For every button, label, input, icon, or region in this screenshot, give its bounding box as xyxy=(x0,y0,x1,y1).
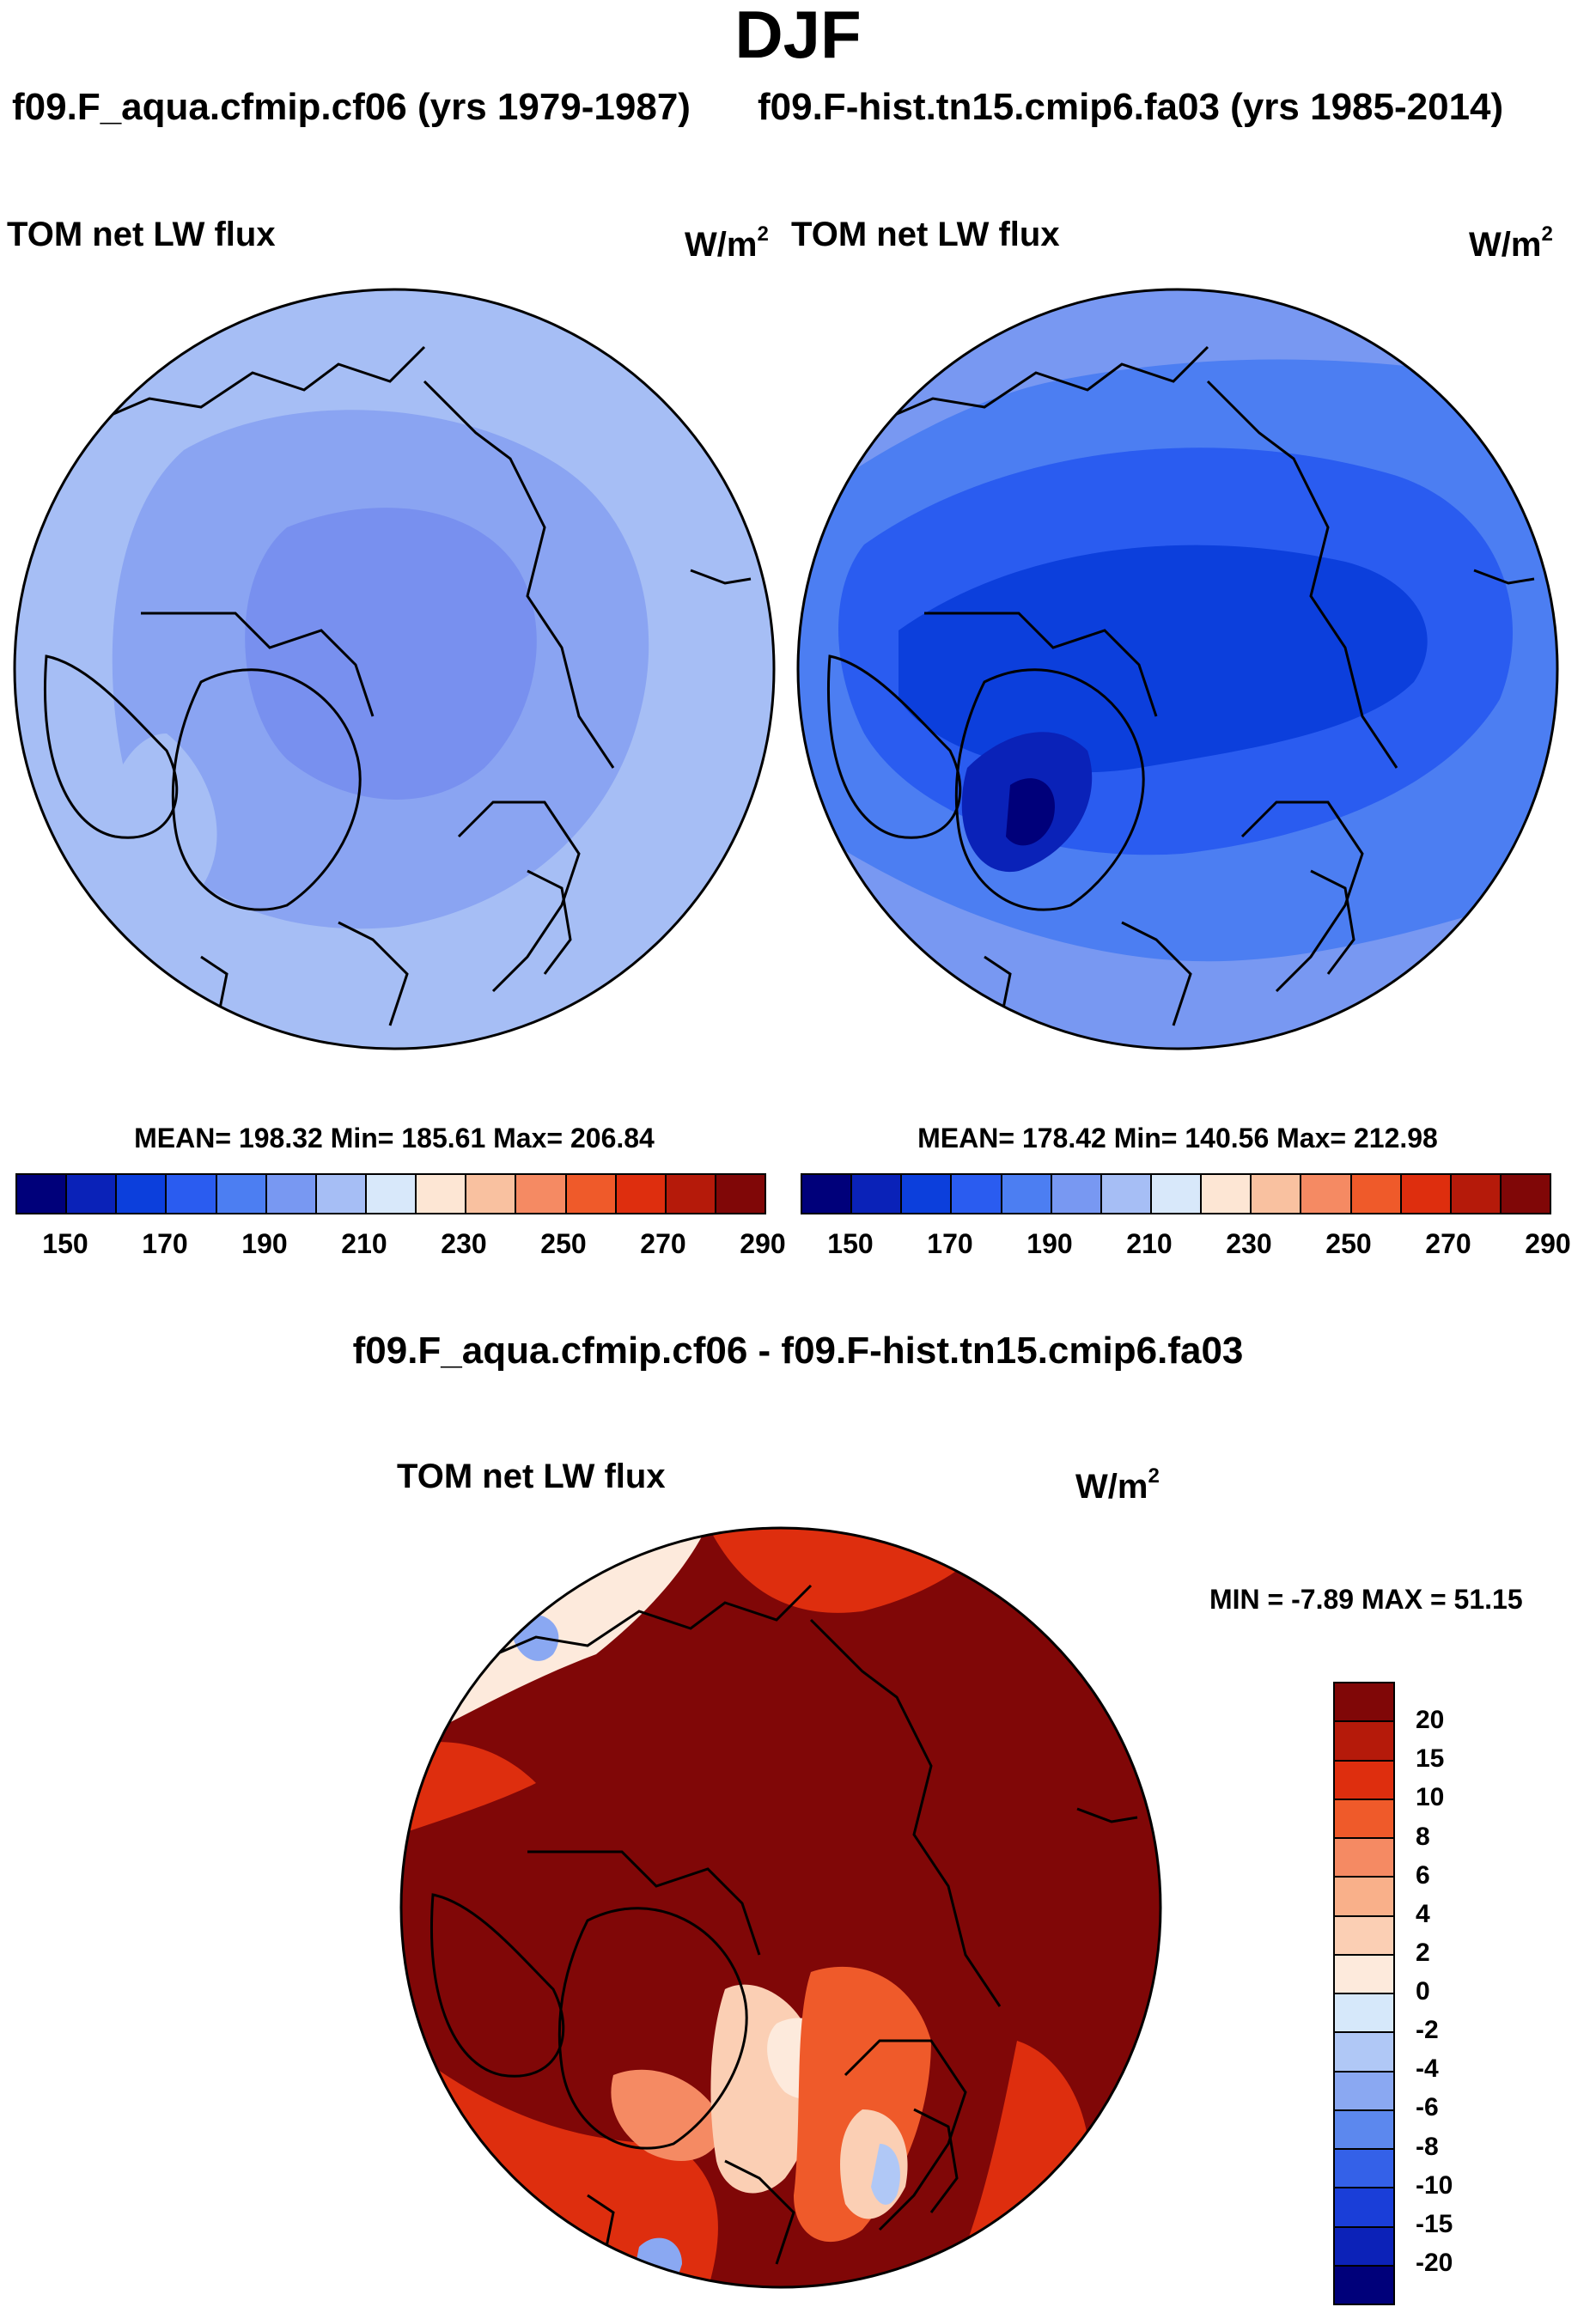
variable-label-diff: TOM net LW flux xyxy=(397,1458,666,1495)
colorbar-difference-tick-label: 15 xyxy=(1416,1744,1445,1774)
colorbar-right-tick-label: 250 xyxy=(1325,1228,1372,1259)
case-title-right: f09.F-hist.tn15.cmip6.fa03 (yrs 1985-201… xyxy=(758,86,1504,128)
polar-map-case1 xyxy=(13,288,776,1050)
colorbar-difference-tick-label: 8 xyxy=(1416,1822,1430,1851)
colorbar-difference-swatch-15 xyxy=(1335,2266,1393,2304)
colorbar-right-swatch-5 xyxy=(1051,1175,1102,1213)
colorbar-right-swatch-3 xyxy=(952,1175,1002,1213)
colorbar-right-swatch-6 xyxy=(1101,1175,1152,1213)
colorbar-difference-swatch-4 xyxy=(1335,1839,1393,1878)
colorbar-right-tick-label: 150 xyxy=(827,1228,874,1259)
colorbar-difference-swatch-10 xyxy=(1335,2072,1393,2111)
colorbar-left-swatch-7 xyxy=(366,1175,417,1213)
colorbar-difference-swatch-9 xyxy=(1335,2033,1393,2073)
colorbar-difference-swatch-7 xyxy=(1335,1955,1393,1994)
colorbar-difference-tick-label: 20 xyxy=(1416,1706,1445,1735)
colorbar-difference-tick-label: -2 xyxy=(1416,2016,1439,2045)
colorbar-difference-tick-label: 0 xyxy=(1416,1977,1430,2006)
colorbar-difference-tick-label: 6 xyxy=(1416,1860,1430,1890)
colorbar-right-swatch-14 xyxy=(1501,1175,1550,1213)
colorbar-right-swatch-8 xyxy=(1202,1175,1252,1213)
case-title-left: f09.F_aqua.cfmip.cf06 (yrs 1979-1987) xyxy=(12,86,691,128)
colorbar-difference-swatch-14 xyxy=(1335,2227,1393,2267)
colorbar-right-tick-label: 230 xyxy=(1226,1228,1272,1259)
colorbar-difference-swatch-0 xyxy=(1335,1683,1393,1723)
colorbar-left-swatch-1 xyxy=(67,1175,118,1213)
colorbar-right xyxy=(801,1173,1551,1214)
stats-left: MEAN= 198.32 Min= 185.61 Max= 206.84 xyxy=(134,1123,655,1153)
colorbar-left-swatch-0 xyxy=(17,1175,68,1213)
colorbar-left-swatch-9 xyxy=(466,1175,517,1213)
colorbar-left-swatch-12 xyxy=(616,1175,667,1213)
variable-label-left: TOM net LW flux xyxy=(7,216,276,253)
colorbar-right-swatch-10 xyxy=(1301,1175,1352,1213)
colorbar-difference-swatch-12 xyxy=(1335,2150,1393,2189)
colorbar-difference-tick-label: -4 xyxy=(1416,2054,1439,2084)
colorbar-difference-swatch-3 xyxy=(1335,1799,1393,1839)
colorbar-difference-swatch-6 xyxy=(1335,1916,1393,1956)
colorbar-right-swatch-4 xyxy=(1002,1175,1052,1213)
colorbar-right-swatch-0 xyxy=(802,1175,853,1213)
colorbar-left-swatch-13 xyxy=(666,1175,716,1213)
units-label-right: W/m2 xyxy=(1469,222,1553,264)
diff-title: f09.F_aqua.cfmip.cf06 - f09.F-hist.tn15.… xyxy=(352,1330,1244,1372)
colorbar-right-tick-label: 190 xyxy=(1026,1228,1073,1259)
polar-map-difference xyxy=(399,1526,1162,2289)
colorbar-difference-tick-label: -15 xyxy=(1416,2209,1453,2238)
colorbar-left-tick-label: 150 xyxy=(42,1228,88,1259)
colorbar-left-swatch-6 xyxy=(316,1175,367,1213)
colorbar-difference-tick-label: -6 xyxy=(1416,2093,1439,2122)
colorbar-difference-swatch-11 xyxy=(1335,2110,1393,2150)
colorbar-difference-swatch-5 xyxy=(1335,1878,1393,1917)
colorbar-left xyxy=(15,1173,766,1214)
units-label-diff: W/m2 xyxy=(1075,1464,1160,1506)
colorbar-right-swatch-9 xyxy=(1252,1175,1302,1213)
units-label-left: W/m2 xyxy=(685,222,769,264)
colorbar-left-tick-label: 230 xyxy=(441,1228,487,1259)
colorbar-left-tick-label: 170 xyxy=(142,1228,188,1259)
colorbar-left-swatch-5 xyxy=(266,1175,317,1213)
colorbar-difference xyxy=(1333,1682,1395,2305)
colorbar-left-tick-label: 210 xyxy=(341,1228,387,1259)
colorbar-left-tick-label: 250 xyxy=(540,1228,587,1259)
colorbar-difference-swatch-2 xyxy=(1335,1761,1393,1800)
colorbar-difference-tick-label: -8 xyxy=(1416,2132,1439,2161)
colorbar-difference-tick-label: -10 xyxy=(1416,2170,1453,2200)
colorbar-left-swatch-10 xyxy=(516,1175,567,1213)
colorbar-difference-tick-label: -20 xyxy=(1416,2248,1453,2277)
colorbar-difference-swatch-1 xyxy=(1335,1722,1393,1762)
stats-right: MEAN= 178.42 Min= 140.56 Max= 212.98 xyxy=(917,1123,1438,1153)
colorbar-difference-tick-label: 10 xyxy=(1416,1783,1445,1812)
colorbar-right-swatch-13 xyxy=(1451,1175,1502,1213)
colorbar-difference-swatch-13 xyxy=(1335,2188,1393,2228)
colorbar-right-tick-label: 270 xyxy=(1425,1228,1471,1259)
colorbar-left-swatch-11 xyxy=(566,1175,617,1213)
colorbar-right-tick-label: 170 xyxy=(927,1228,973,1259)
colorbar-left-swatch-3 xyxy=(167,1175,217,1213)
colorbar-left-tick-label: 270 xyxy=(640,1228,686,1259)
colorbar-right-tick-label: 210 xyxy=(1126,1228,1173,1259)
colorbar-left-tick-label: 190 xyxy=(241,1228,288,1259)
colorbar-right-swatch-12 xyxy=(1401,1175,1452,1213)
season-title: DJF xyxy=(734,0,862,72)
colorbar-difference-swatch-8 xyxy=(1335,1994,1393,2034)
colorbar-left-swatch-14 xyxy=(716,1175,765,1213)
colorbar-left-swatch-8 xyxy=(417,1175,467,1213)
colorbar-difference-tick-label: 4 xyxy=(1416,1899,1430,1928)
colorbar-right-swatch-1 xyxy=(852,1175,903,1213)
polar-map-case2 xyxy=(796,288,1559,1050)
colorbar-left-swatch-2 xyxy=(117,1175,168,1213)
colorbar-right-swatch-2 xyxy=(902,1175,953,1213)
colorbar-right-swatch-7 xyxy=(1151,1175,1203,1213)
colorbar-left-tick-label: 290 xyxy=(740,1228,786,1259)
colorbar-difference-tick-label: 2 xyxy=(1416,1938,1430,1967)
diff-minmax: MIN = -7.89 MAX = 51.15 xyxy=(1209,1584,1523,1615)
colorbar-left-swatch-4 xyxy=(216,1175,267,1213)
colorbar-right-tick-label: 290 xyxy=(1525,1228,1571,1259)
variable-label-right: TOM net LW flux xyxy=(791,216,1060,253)
colorbar-right-swatch-11 xyxy=(1351,1175,1402,1213)
